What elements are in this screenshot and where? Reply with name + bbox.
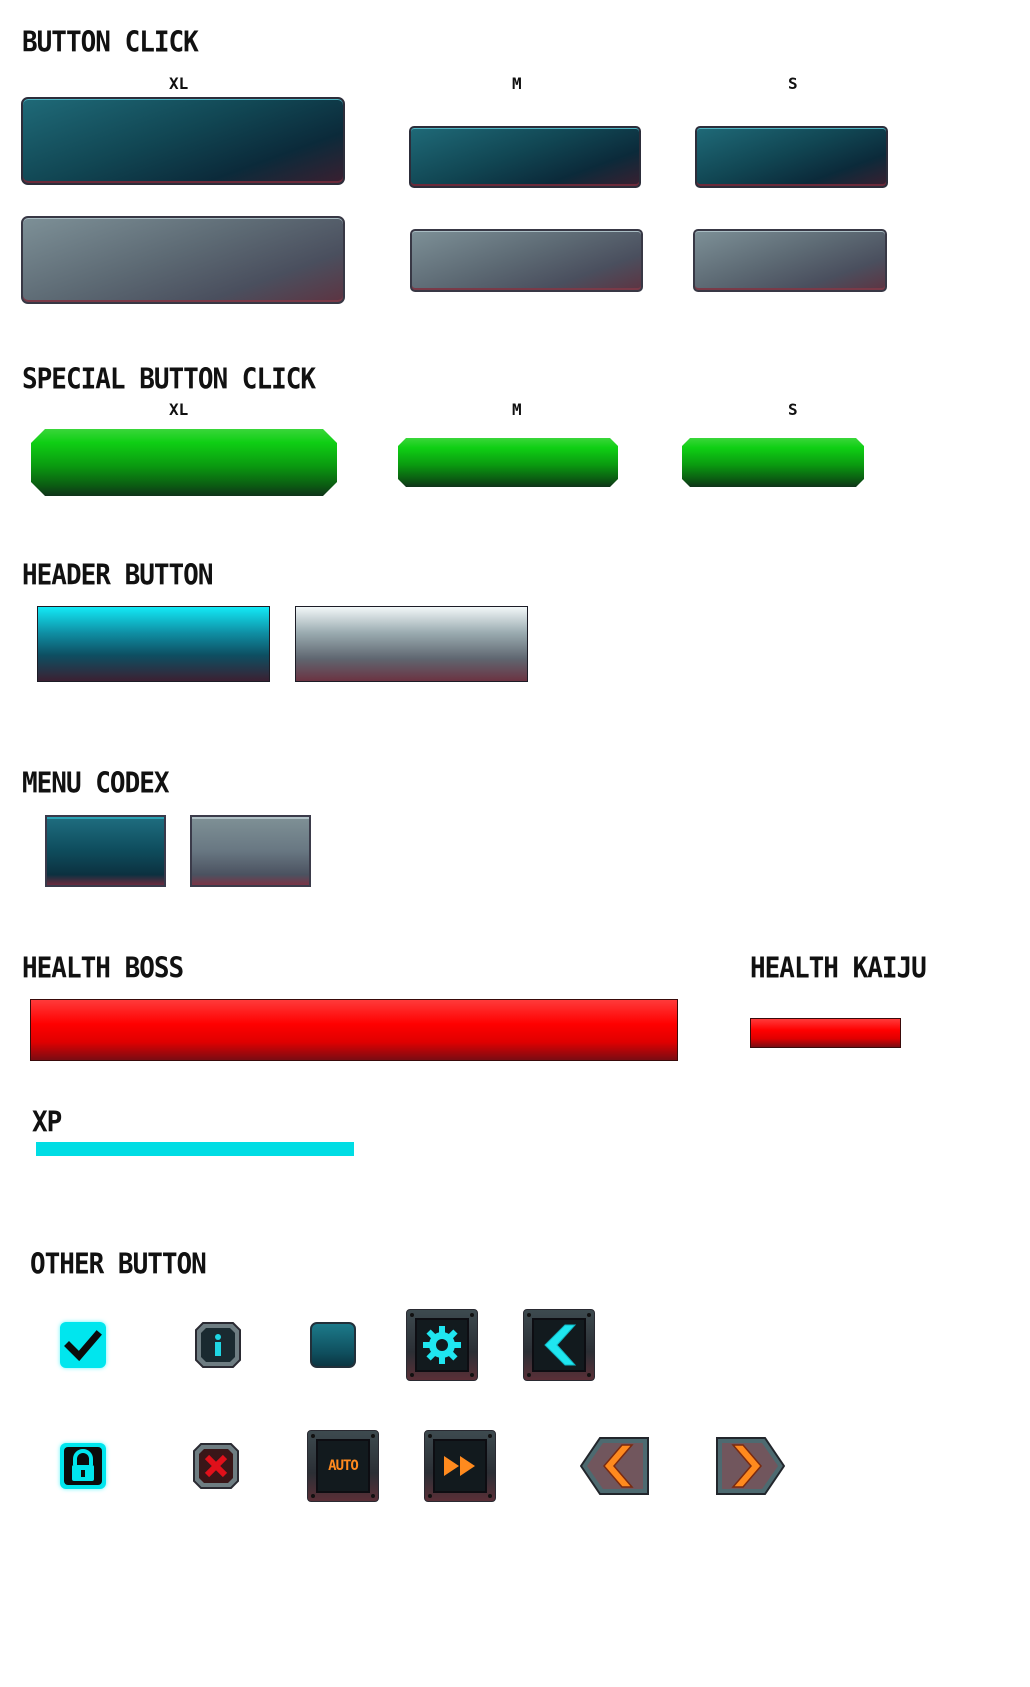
- arrow-left-button[interactable]: [579, 1437, 650, 1495]
- arrow-left-icon: [579, 1437, 649, 1495]
- section-title-health-kaiju: HEALTH KAIJU: [750, 952, 927, 985]
- menu-codex-button-teal[interactable]: [45, 815, 166, 887]
- checkbox-checked[interactable]: [60, 1322, 106, 1368]
- special-size-label-s: S: [788, 400, 798, 419]
- section-title-header-button: HEADER BUTTON: [22, 559, 213, 592]
- section-title-other-button: OTHER BUTTON: [30, 1248, 207, 1281]
- xl-button-grey[interactable]: [21, 216, 345, 304]
- section-title-button-click: BUTTON CLICK: [22, 26, 199, 59]
- m-button-teal[interactable]: [409, 126, 641, 188]
- lock-icon: [72, 1449, 94, 1481]
- settings-button[interactable]: [406, 1309, 478, 1381]
- back-button[interactable]: [523, 1309, 595, 1381]
- size-label-xl: XL: [169, 74, 189, 93]
- xl-button-teal[interactable]: [21, 97, 345, 185]
- section-title-special-button-click: SPECIAL BUTTON CLICK: [22, 363, 316, 396]
- blank-square-button[interactable]: [310, 1322, 356, 1368]
- s-button-grey[interactable]: [693, 229, 887, 292]
- health-kaiju-bar: [750, 1018, 901, 1048]
- close-icon: [193, 1443, 239, 1489]
- info-button[interactable]: [195, 1322, 241, 1368]
- section-title-menu-codex: MENU CODEX: [22, 767, 170, 800]
- section-title-xp: XP: [32, 1106, 62, 1139]
- health-boss-bar: [30, 999, 678, 1061]
- xp-bar: [36, 1142, 354, 1156]
- section-title-health-boss: HEALTH BOSS: [22, 952, 184, 985]
- close-button[interactable]: [193, 1443, 239, 1489]
- xl-special-button-green[interactable]: [31, 429, 337, 496]
- check-icon: [64, 1330, 102, 1362]
- arrow-right-icon: [716, 1437, 786, 1495]
- arrow-right-button[interactable]: [715, 1437, 786, 1495]
- lock-button[interactable]: [60, 1443, 106, 1489]
- info-icon: [195, 1322, 241, 1368]
- header-button-grey[interactable]: [295, 606, 528, 682]
- size-label-s: S: [788, 74, 798, 93]
- special-size-label-xl: XL: [169, 400, 189, 419]
- chevron-left-icon: [544, 1324, 577, 1366]
- s-special-button-green[interactable]: [682, 438, 864, 487]
- fast-forward-icon: [444, 1456, 475, 1476]
- m-special-button-green[interactable]: [398, 438, 618, 487]
- header-button-teal[interactable]: [37, 606, 270, 682]
- auto-button[interactable]: AUTO: [307, 1430, 379, 1502]
- s-button-teal[interactable]: [695, 126, 888, 188]
- gear-icon: [423, 1326, 461, 1364]
- fast-forward-button[interactable]: [424, 1430, 496, 1502]
- menu-codex-button-grey[interactable]: [190, 815, 311, 887]
- size-label-m: M: [512, 74, 522, 93]
- special-size-label-m: M: [512, 400, 522, 419]
- auto-label: AUTO: [328, 1458, 359, 1474]
- m-button-grey[interactable]: [410, 229, 643, 292]
